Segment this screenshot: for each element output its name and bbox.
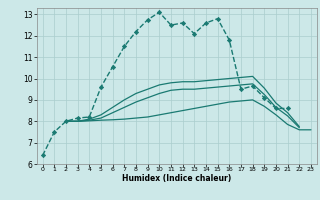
X-axis label: Humidex (Indice chaleur): Humidex (Indice chaleur) [122, 174, 231, 183]
